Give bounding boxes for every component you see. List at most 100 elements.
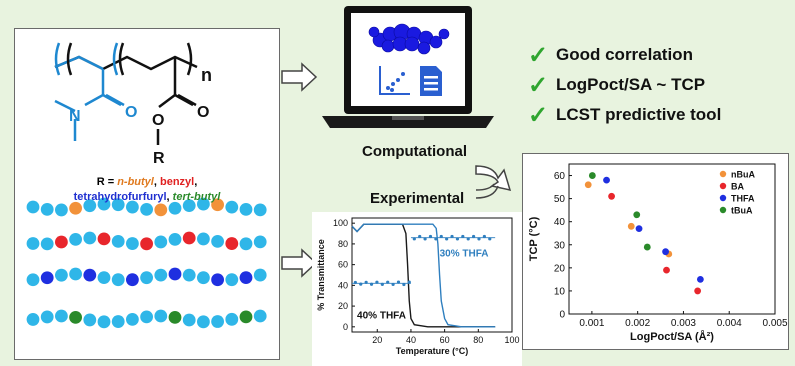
- chain-bead: [69, 233, 82, 246]
- point-tBuA: [633, 211, 641, 219]
- substituent-list: R = n-butyl, benzyl, tetrahydrofurfuryl,…: [73, 176, 221, 203]
- y-tick-label: 100: [333, 218, 348, 228]
- x-tick-label: 20: [372, 335, 382, 345]
- copolymer-chains: [26, 197, 267, 329]
- chain-bead: [55, 268, 68, 282]
- point-THFA: [696, 275, 704, 283]
- chain-bead: [168, 201, 182, 215]
- chain-bead: [197, 315, 210, 329]
- chain-bead: [69, 201, 82, 215]
- chain-bead: [126, 237, 139, 250]
- x-axis-label: Temperature (°C): [396, 346, 468, 356]
- chain-bead: [40, 202, 54, 216]
- y-axis-label: % Transmittance: [316, 239, 326, 311]
- chain-bead: [126, 312, 139, 326]
- chain-bead: [239, 271, 253, 285]
- chain-bead: [197, 271, 210, 285]
- chain-bead: [69, 267, 82, 281]
- chain-bead: [154, 268, 168, 282]
- legend-marker: [719, 194, 727, 202]
- chain-bead: [182, 199, 196, 213]
- temp-marker: [461, 234, 465, 239]
- y-tick-label: 40: [338, 280, 348, 290]
- legend-label: THFA: [731, 194, 755, 204]
- chain-bead: [83, 313, 97, 327]
- chain-bead: [97, 271, 111, 285]
- chain-bead: [26, 200, 40, 214]
- label-computational: Computational: [362, 143, 467, 160]
- series-line-1: [351, 223, 496, 328]
- chain-bead: [40, 310, 54, 324]
- chain-bead: [26, 313, 40, 326]
- x-tick-label: 80: [473, 335, 483, 345]
- y-tick-label: 0: [343, 322, 348, 332]
- y-tick-label: 50: [554, 194, 566, 205]
- chain-bead: [239, 310, 253, 324]
- chain-bead: [126, 273, 139, 287]
- y-axis-label: TCP (°C): [528, 216, 540, 261]
- label-experimental: Experimental: [370, 190, 465, 207]
- polymer-structure: N O O O R n: [26, 42, 267, 329]
- series-label-30: 30% THFA: [440, 248, 489, 259]
- chain-bead: [239, 237, 253, 251]
- chain-bead: [111, 198, 125, 212]
- chain-bead: [253, 309, 267, 323]
- temp-marker: [439, 234, 443, 239]
- point-THFA: [603, 176, 610, 184]
- chain-bead: [225, 273, 239, 287]
- y-tick-label: 40: [554, 217, 566, 228]
- repeat-subscript: n: [201, 65, 212, 85]
- chain-bead: [140, 310, 153, 324]
- y-tick-label: 60: [554, 171, 566, 182]
- x-tick-label: 40: [406, 335, 416, 345]
- legend-label: BA: [731, 182, 744, 192]
- chain-bead: [26, 237, 40, 250]
- scatter-panel: 0.001 0.002 0.003 0.004 0.005 0 10 20 30 40 50 60 Lo…: [522, 153, 789, 350]
- chain-bead: [211, 198, 225, 212]
- scatter-plot-icon: [379, 66, 410, 95]
- substituent-thf: tetrahydrofurfuryl: [73, 191, 167, 203]
- temp-marker: [472, 234, 476, 239]
- point-tBuA: [643, 243, 651, 251]
- check-icon: ✓: [528, 71, 549, 99]
- chain-bead: [40, 271, 54, 285]
- legend-label: tBuA: [731, 206, 753, 216]
- document-icon: [420, 66, 442, 96]
- point-THFA: [635, 225, 643, 233]
- temp-marker: [466, 237, 470, 241]
- point-THFA: [662, 248, 669, 256]
- polymer-panel: N O O O R n R = n-butyl, benzyl, tetrahy…: [14, 28, 280, 360]
- x-tick-label: 0.002: [625, 318, 650, 329]
- legend-marker: [719, 182, 727, 190]
- chain-bead: [182, 231, 196, 245]
- point-nBuA: [584, 181, 592, 189]
- chain-bead: [168, 267, 182, 281]
- y-tick-label: 0: [559, 310, 565, 321]
- x-tick-label: 100: [504, 335, 519, 345]
- x-tick-label: 0.004: [717, 318, 742, 329]
- series-label-40: 40% THFA: [357, 311, 406, 322]
- substituent-nbutyl: n-butyl: [117, 176, 154, 188]
- n-atom: N: [69, 108, 81, 125]
- checklist: ✓ Good correlation ✓ LogPoct/SA ~ TCP ✓ …: [528, 40, 788, 130]
- chain-bead: [97, 197, 111, 211]
- point-tBuA: [588, 172, 596, 179]
- substituent-benzyl: benzyl: [159, 176, 195, 188]
- chain-bead: [97, 315, 111, 329]
- chain-bead: [168, 232, 182, 246]
- temp-marker: [434, 237, 438, 241]
- temp-marker: [450, 234, 454, 239]
- x-tick-label: 0.005: [762, 318, 787, 329]
- legend-marker: [719, 170, 727, 178]
- chain-bead: [154, 309, 168, 323]
- arrow-to-experimental: [281, 248, 318, 278]
- y-tick-label: 30: [554, 240, 566, 251]
- chain-bead: [97, 232, 111, 246]
- o-atom-carbonyl: O: [197, 104, 209, 121]
- scatter-chart: 0.001 0.002 0.003 0.004 0.005 0 10 20 30 40 50 60 Lo…: [528, 163, 788, 343]
- chain-bead: [225, 312, 239, 326]
- check-icon: ✓: [528, 101, 549, 129]
- chain-bead: [154, 203, 168, 217]
- laptop-icon: [322, 6, 494, 128]
- legend-label: nBuA: [731, 170, 755, 180]
